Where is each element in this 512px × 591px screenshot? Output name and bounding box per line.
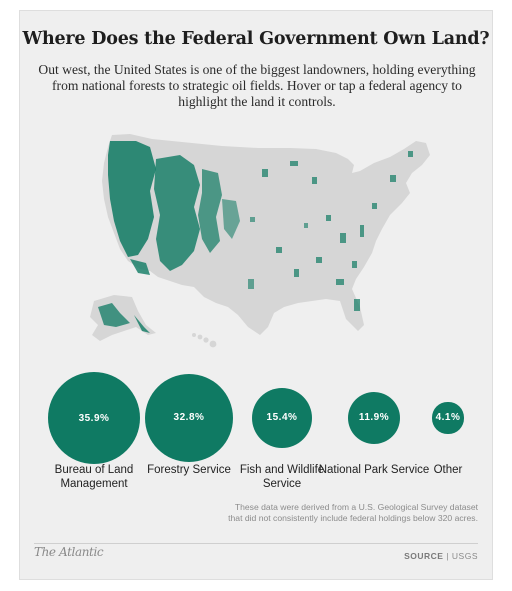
agency-bubble[interactable]: 35.9% <box>48 372 140 464</box>
federal-land-overlay <box>98 141 413 333</box>
footnote: These data were derived from a U.S. Geol… <box>228 502 478 523</box>
agency-bubble[interactable]: 15.4% <box>251 387 313 449</box>
hawaii-shape <box>192 333 217 348</box>
source-label: SOURCE <box>404 551 444 561</box>
agency-label[interactable]: Other <box>433 464 463 476</box>
agency-percent: 35.9% <box>78 412 110 424</box>
agency-percent: 11.9% <box>358 412 390 424</box>
agency-bubble[interactable]: 32.8% <box>145 374 233 462</box>
agency-percent: 15.4% <box>266 412 298 424</box>
agency-percent: 32.8% <box>173 412 205 424</box>
source-value: USGS <box>451 551 478 561</box>
agency-label[interactable]: Bureau of Land Management <box>54 464 134 490</box>
agency-bubble[interactable]: 11.9% <box>347 391 401 445</box>
infographic-card: Where Does the Federal Government Own La… <box>19 10 493 580</box>
subtitle: Out west, the United States is one of th… <box>38 62 476 109</box>
page-title: Where Does the Federal Government Own La… <box>22 29 490 49</box>
agency-label[interactable]: National Park Service <box>318 464 430 476</box>
agency-percent: 4.1% <box>435 412 461 424</box>
us-federal-land-map <box>90 134 430 348</box>
agency-label[interactable]: Forestry Service <box>147 464 231 476</box>
agency-bubble[interactable]: 4.1% <box>432 402 464 434</box>
divider <box>34 543 478 544</box>
atlantic-logo: The Atlantic <box>34 545 104 559</box>
agency-label[interactable]: Fish and Wildlife Service <box>239 464 325 490</box>
source-credit: SOURCE | USGS <box>404 551 478 561</box>
